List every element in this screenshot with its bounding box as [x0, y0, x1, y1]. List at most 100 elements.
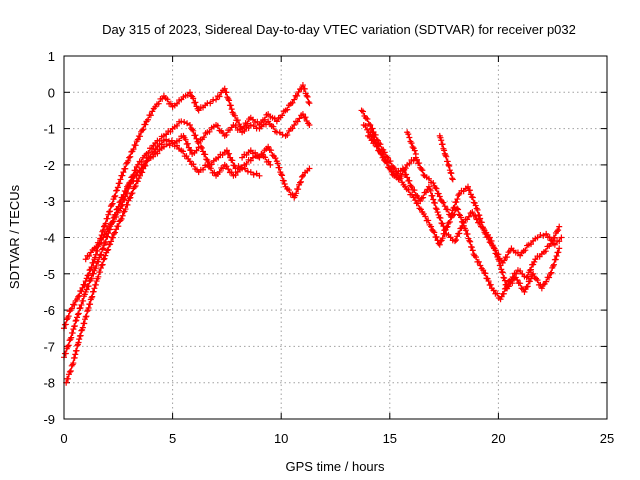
data-point: [129, 190, 136, 197]
data-point: [223, 131, 230, 138]
data-point: [514, 276, 521, 283]
data-point: [437, 238, 444, 245]
data-point: [403, 171, 410, 178]
data-point: [167, 100, 174, 107]
data-point: [367, 121, 374, 128]
data-point: [173, 122, 180, 129]
data-point: [437, 215, 444, 222]
data-point: [116, 180, 123, 187]
data-point: [105, 246, 112, 253]
data-point: [155, 100, 162, 107]
data-point: [82, 256, 89, 263]
data-point: [505, 283, 512, 290]
data-point: [306, 165, 313, 172]
data-point: [543, 230, 550, 237]
data-point: [250, 171, 257, 178]
data-point: [110, 218, 117, 225]
data-point: [95, 273, 102, 280]
data-point: [517, 280, 524, 287]
series-line: [363, 124, 563, 264]
data-point: [186, 158, 193, 165]
data-point: [154, 150, 161, 157]
data-point: [428, 223, 435, 230]
data-point: [439, 235, 446, 242]
data-point: [104, 215, 111, 222]
data-point: [223, 147, 230, 154]
data-point: [500, 290, 507, 297]
data-point: [358, 107, 365, 114]
data-point: [247, 121, 254, 128]
data-point: [74, 311, 81, 318]
data-point: [297, 179, 304, 186]
data-point: [186, 121, 193, 128]
data-point: [139, 127, 146, 134]
data-point: [406, 177, 413, 184]
data-point: [108, 238, 115, 245]
data-point: [362, 122, 369, 129]
data-point: [446, 218, 453, 225]
data-point: [117, 176, 124, 183]
data-point: [273, 118, 280, 125]
data-point: [200, 134, 207, 141]
data-point: [406, 160, 413, 167]
data-point: [243, 160, 250, 167]
data-point: [299, 111, 306, 118]
data-point: [527, 241, 534, 248]
data-point: [469, 209, 476, 216]
data-point: [215, 154, 222, 161]
data-point: [105, 211, 112, 218]
data-point: [476, 212, 483, 219]
data-point: [460, 219, 467, 226]
data-point: [100, 227, 107, 234]
data-point: [205, 158, 212, 165]
data-point: [289, 125, 296, 132]
data-point: [430, 196, 437, 203]
data-point: [83, 313, 90, 320]
data-point: [78, 288, 85, 295]
data-point: [132, 142, 139, 149]
data-point: [289, 191, 296, 198]
data-point: [188, 147, 195, 154]
data-point: [73, 347, 80, 354]
data-point: [298, 173, 305, 180]
data-point: [111, 193, 118, 200]
data-point: [486, 234, 493, 241]
data-point: [117, 198, 124, 205]
data-point: [431, 229, 438, 236]
data-point: [393, 172, 400, 179]
data-point: [125, 185, 132, 192]
data-point: [399, 165, 406, 172]
data-point: [100, 234, 107, 241]
data-point: [479, 224, 486, 231]
data-point: [284, 131, 291, 138]
data-point: [66, 368, 73, 375]
data-point: [101, 240, 108, 247]
data-point: [241, 128, 248, 135]
data-point: [444, 206, 451, 213]
data-point: [192, 99, 199, 106]
data-point: [109, 200, 116, 207]
data-point: [276, 164, 283, 171]
data-point: [181, 118, 188, 125]
data-point: [88, 275, 95, 282]
data-point: [226, 97, 233, 104]
data-point: [239, 154, 246, 161]
data-point: [242, 165, 248, 172]
data-point: [268, 147, 275, 154]
data-point: [79, 284, 86, 291]
data-point: [225, 166, 232, 173]
data-point: [501, 277, 508, 284]
data-point: [114, 184, 121, 191]
data-point: [245, 125, 252, 132]
data-point: [472, 212, 479, 219]
data-point: [102, 252, 109, 259]
data-point: [429, 192, 436, 199]
data-point: [304, 93, 311, 100]
data-point: [184, 140, 191, 147]
data-point: [118, 215, 125, 222]
data-point: [85, 283, 92, 290]
data-point: [244, 120, 251, 127]
data-point: [373, 143, 380, 150]
data-point: [134, 161, 141, 168]
data-point: [409, 144, 416, 150]
